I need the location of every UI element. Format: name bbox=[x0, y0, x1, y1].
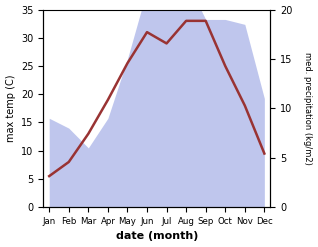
X-axis label: date (month): date (month) bbox=[116, 231, 198, 242]
Y-axis label: max temp (C): max temp (C) bbox=[5, 75, 16, 142]
Y-axis label: med. precipitation (kg/m2): med. precipitation (kg/m2) bbox=[303, 52, 313, 165]
